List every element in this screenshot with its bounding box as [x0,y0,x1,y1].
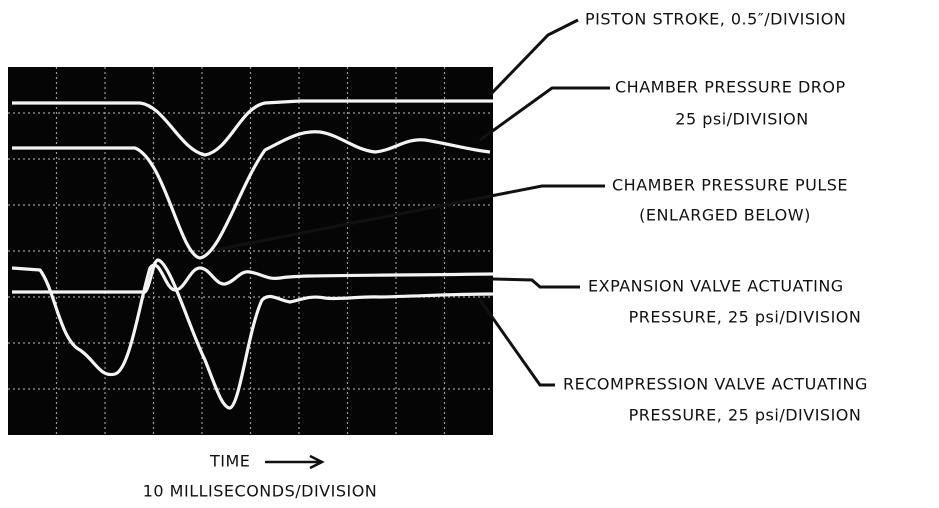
time-scale: 10 MILLISECONDS/DIVISION [143,482,378,501]
time-label: TIME [209,452,250,471]
label: RECOMPRESSION VALVE ACTUATING [563,375,868,394]
label: PISTON STROKE, 0.5″/DIVISION [585,10,846,29]
leader-line [480,88,610,140]
label: PRESSURE, 25 psi/DIVISION [629,406,862,425]
label: CHAMBER PRESSURE PULSE [612,176,848,195]
label: CHAMBER PRESSURE DROP [615,78,846,97]
label: 25 psi/DIVISION [675,110,808,129]
label: EXPANSION VALVE ACTUATING [588,277,844,296]
label: PRESSURE, 25 psi/DIVISION [629,308,862,327]
leader-line [493,279,580,287]
time-arrow [265,456,322,468]
leader-line [490,20,578,95]
oscillogram-figure: PISTON STROKE, 0.5″/DIVISION CHAMBER PRE… [0,0,939,504]
label: (ENLARGED BELOW) [639,206,811,225]
